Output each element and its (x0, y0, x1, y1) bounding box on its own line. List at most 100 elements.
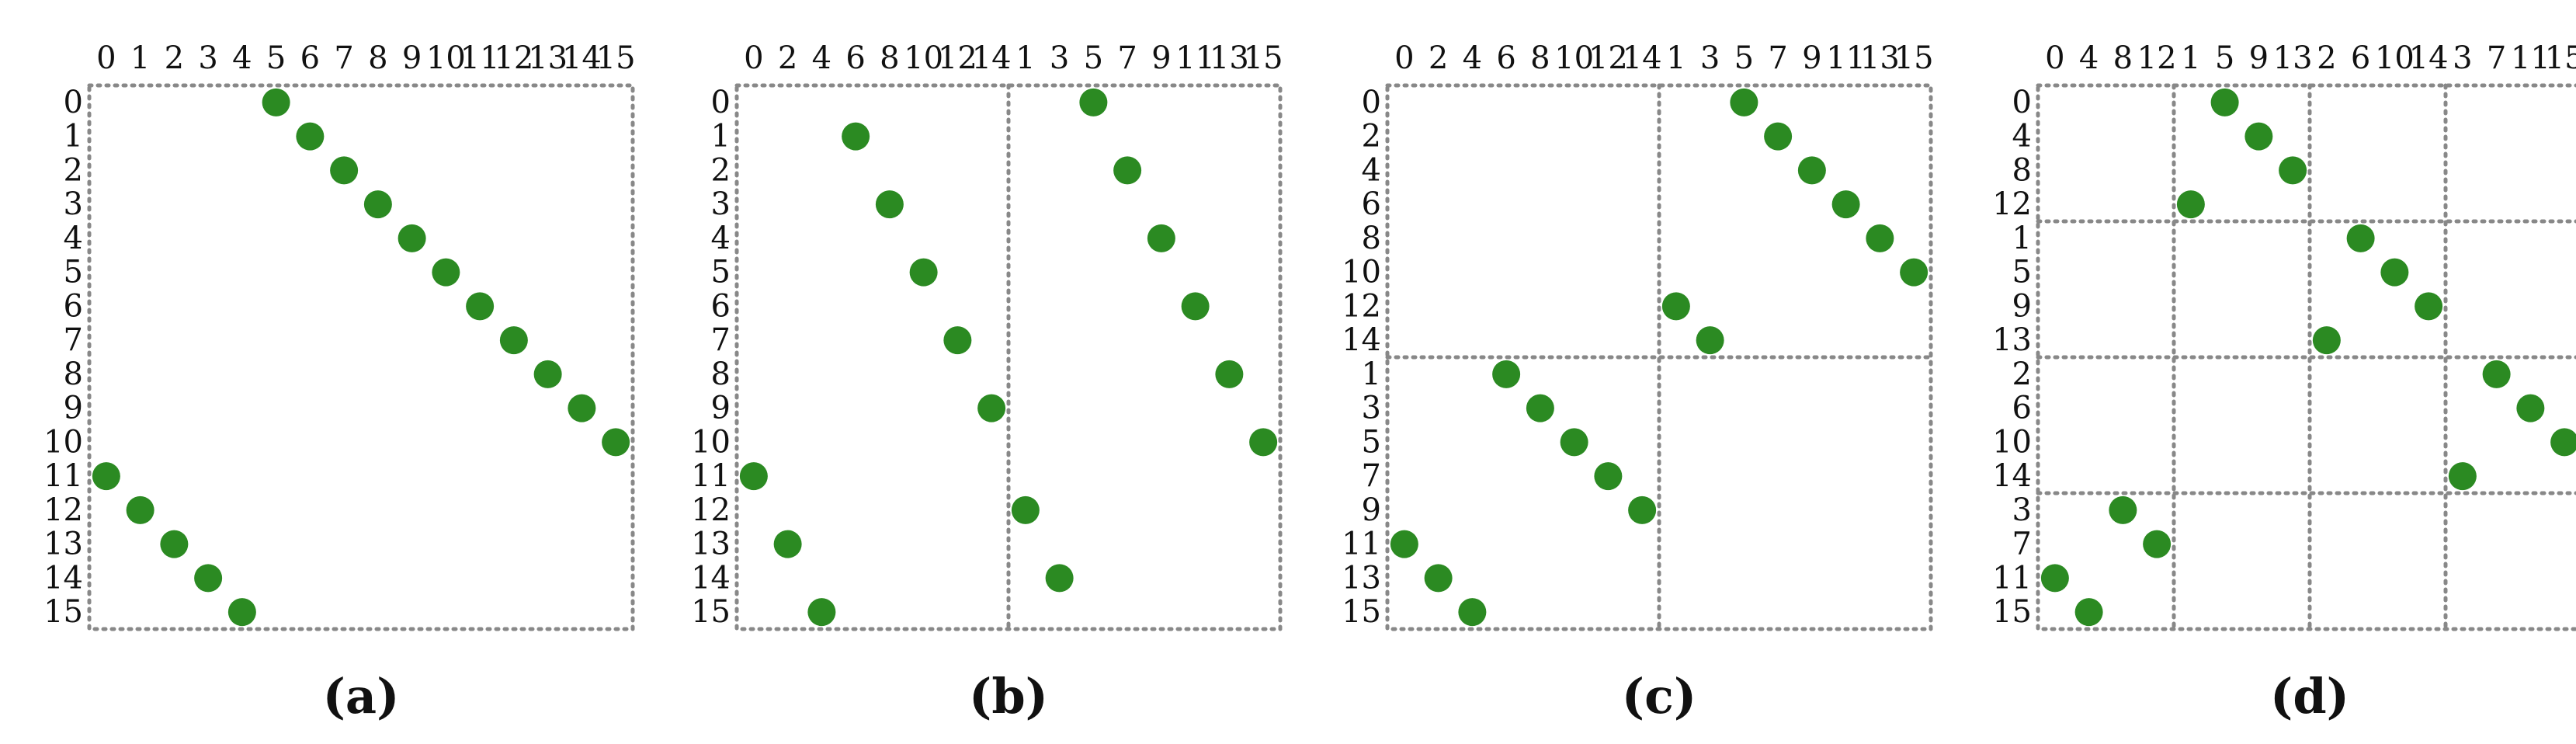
panel-caption: (a) (323, 668, 400, 725)
panel-caption: (d) (2270, 668, 2349, 725)
row-tick-label: 6 (711, 288, 731, 324)
data-point (2040, 564, 2069, 593)
row-tick-label: 8 (1362, 221, 1381, 256)
row-tick-label: 10 (1992, 424, 2032, 460)
column-tick-label: 9 (402, 40, 422, 76)
column-tick-label: 9 (1802, 40, 1821, 76)
row-tick-label: 11 (1992, 560, 2032, 596)
row-tick-label: 1 (711, 119, 731, 155)
row-tick-label: 13 (1342, 560, 1381, 596)
column-tick-label: 2 (778, 40, 797, 76)
data-point (2244, 122, 2273, 151)
row-tick-label: 12 (1342, 288, 1381, 324)
column-tick-label: 4 (1463, 40, 1482, 76)
row-tick-label: 8 (711, 356, 731, 392)
column-tick-label: 15 (1894, 40, 1934, 76)
data-point (2380, 258, 2409, 287)
column-tick-label: 13 (1860, 40, 1900, 76)
data-point (2415, 292, 2443, 321)
row-tick-label: 14 (1342, 322, 1381, 358)
data-point (2279, 156, 2307, 185)
data-point (1390, 530, 1418, 558)
column-tick-label: 14 (1623, 40, 1662, 76)
column-tick-label: 2 (165, 40, 184, 76)
column-tick-label: 3 (1700, 40, 1720, 76)
row-tick-label: 4 (64, 221, 83, 256)
row-tick-label: 10 (1342, 255, 1381, 290)
column-tick-label: 4 (812, 40, 831, 76)
data-point (602, 428, 630, 457)
data-point (262, 88, 290, 116)
column-tick-label: 3 (2453, 40, 2472, 76)
data-point (977, 394, 1006, 422)
data-point (499, 326, 528, 355)
column-tick-label: 11 (1175, 40, 1215, 76)
data-point (126, 495, 154, 524)
data-point (432, 258, 460, 287)
data-point (2550, 428, 2576, 457)
row-tick-label: 9 (1362, 492, 1381, 528)
data-point (1079, 88, 1108, 116)
data-point (2176, 190, 2205, 219)
row-tick-label: 2 (2012, 356, 2032, 392)
row-tick-label: 3 (64, 186, 83, 222)
row-tick-label: 13 (1992, 322, 2032, 358)
column-tick-label: 5 (1084, 40, 1103, 76)
data-point (2109, 495, 2137, 524)
row-tick-label: 5 (64, 255, 83, 290)
column-tick-label: 15 (596, 40, 636, 76)
column-tick-label: 11 (460, 40, 500, 76)
column-tick-label: 4 (2079, 40, 2099, 76)
row-tick-label: 11 (1342, 527, 1381, 562)
data-point (773, 530, 802, 558)
row-tick-label: 2 (64, 152, 83, 188)
row-tick-label: 0 (1362, 85, 1381, 120)
data-point (1594, 462, 1623, 491)
column-tick-label: 0 (96, 40, 116, 76)
column-tick-label: 4 (232, 40, 252, 76)
row-tick-label: 1 (1362, 356, 1381, 392)
column-tick-label: 5 (2215, 40, 2234, 76)
column-tick-label: 1 (1666, 40, 1686, 76)
data-point (533, 360, 562, 388)
row-tick-label: 14 (43, 560, 83, 596)
row-tick-label: 2 (1362, 119, 1381, 155)
row-tick-label: 4 (1362, 152, 1381, 188)
column-tick-label: 12 (2137, 40, 2177, 76)
data-point (909, 258, 938, 287)
row-tick-label: 4 (711, 221, 731, 256)
column-tick-label: 10 (1554, 40, 1594, 76)
row-tick-label: 12 (691, 492, 731, 528)
row-tick-label: 6 (64, 288, 83, 324)
data-point (568, 394, 596, 422)
row-tick-label: 9 (711, 391, 731, 426)
row-tick-label: 10 (43, 424, 83, 460)
row-tick-label: 11 (43, 458, 83, 494)
row-tick-label: 5 (1362, 424, 1381, 460)
row-tick-label: 3 (711, 186, 731, 222)
column-tick-label: 8 (880, 40, 899, 76)
data-point (1215, 360, 1244, 388)
column-tick-label: 3 (198, 40, 217, 76)
data-point (363, 190, 392, 219)
row-tick-label: 15 (1342, 594, 1381, 630)
column-tick-label: 8 (2113, 40, 2133, 76)
row-tick-label: 6 (2012, 391, 2032, 426)
data-point (466, 292, 495, 321)
column-tick-label: 0 (1394, 40, 1414, 76)
data-point (1628, 495, 1657, 524)
data-point (807, 598, 836, 627)
data-point (2210, 88, 2239, 116)
column-tick-label: 3 (1050, 40, 1069, 76)
row-tick-label: 7 (711, 322, 731, 358)
data-point (2346, 224, 2375, 252)
row-tick-label: 6 (1362, 186, 1381, 222)
column-tick-label: 6 (1496, 40, 1515, 76)
panel-caption: (b) (969, 668, 1048, 725)
data-point (330, 156, 359, 185)
row-tick-label: 4 (2012, 119, 2032, 155)
grid-border (87, 83, 635, 631)
data-point (194, 564, 223, 593)
column-tick-label: 13 (528, 40, 568, 76)
